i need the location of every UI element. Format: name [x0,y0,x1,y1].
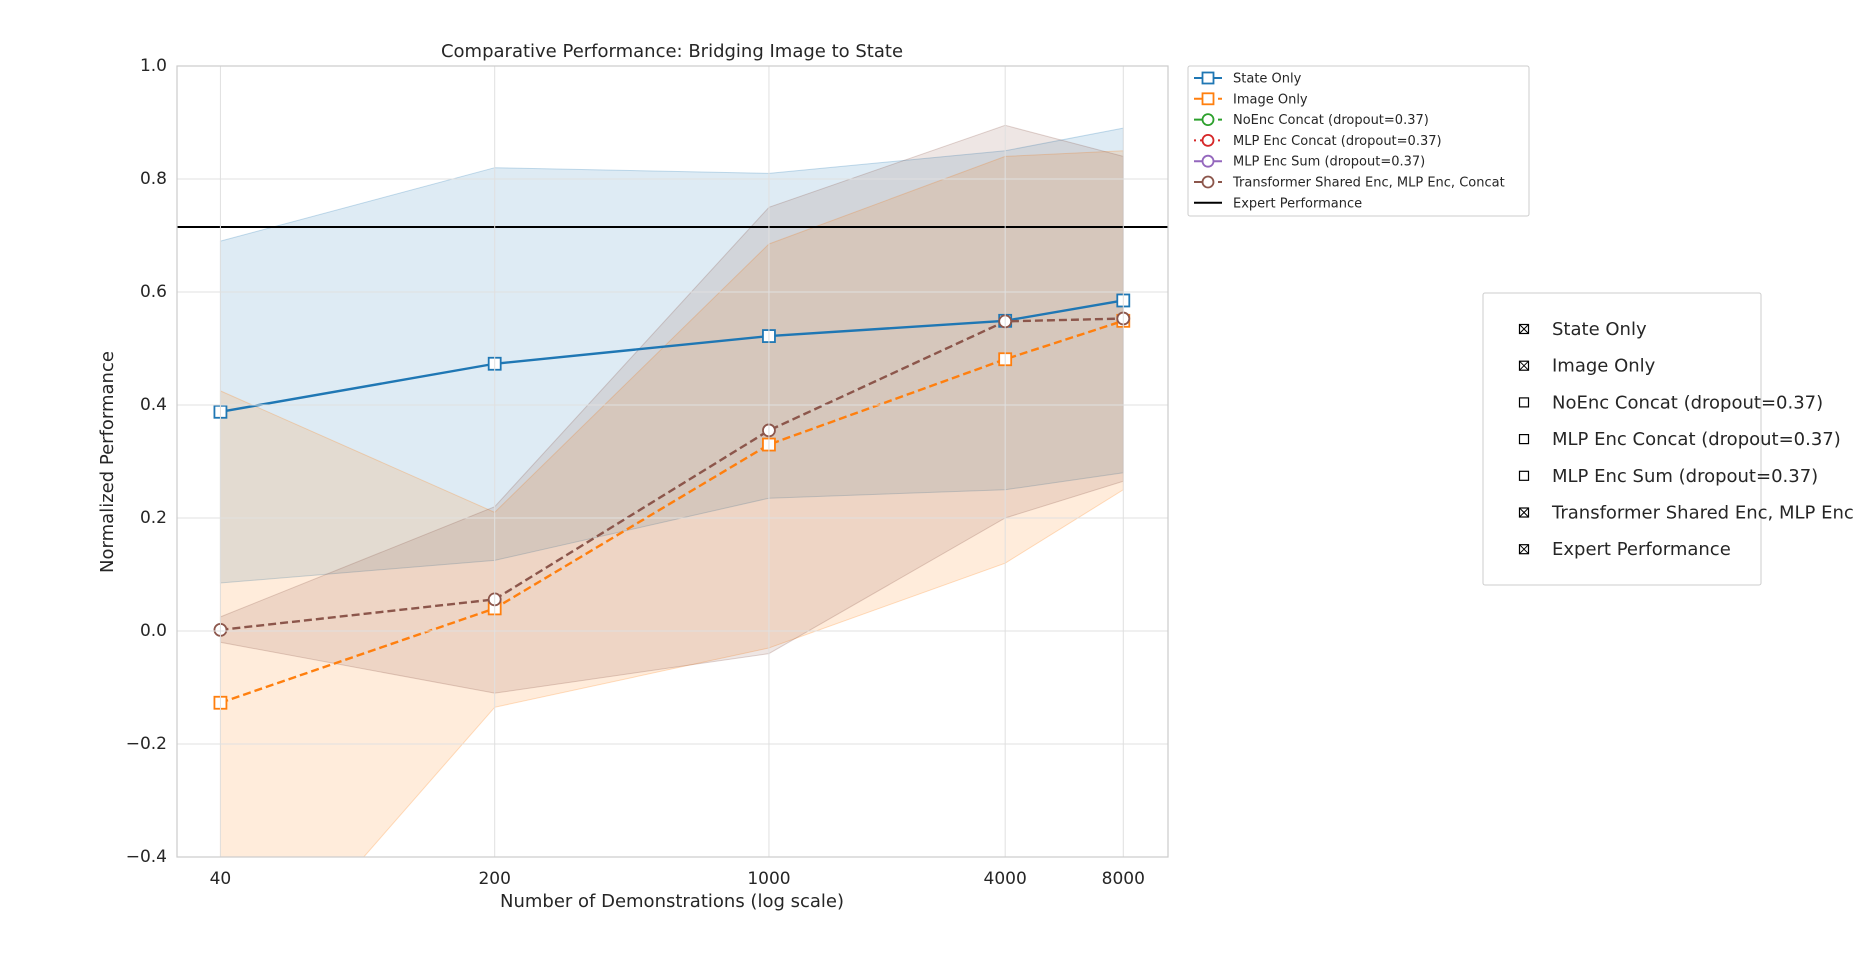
y-tick-label: 1.0 [140,56,167,76]
legend-marker-cross [1519,507,1529,518]
legend-label: Transformer Shared Enc, MLP Enc, Concat [1551,503,1854,524]
marker [1201,133,1215,147]
legend-box [1187,65,1530,217]
legend-marker-cross [1519,324,1529,334]
marker [1201,92,1215,106]
x-tick-label: 4000 [984,869,1027,889]
legend-marker [1518,397,1530,408]
legend-label: NoEnc Concat (dropout=0.37) [1552,392,1823,413]
y-tick-label: 0.0 [140,621,167,641]
marker [1201,113,1215,126]
plot-frame [176,65,1169,858]
legend-label: Expert Performance [1552,539,1731,560]
legend-box [1482,292,1762,586]
series-line [220,319,1124,704]
y-tick-label: −0.2 [126,734,167,754]
legend-label: MLP Enc Sum (dropout=0.37) [1552,466,1818,487]
legend-label: State Only [1233,72,1302,87]
x-tick-label: 1000 [747,869,790,889]
marker [1201,154,1215,168]
legend-label: Expert Performance [1233,196,1362,211]
marker [1201,175,1215,189]
y-tick-label: −0.4 [126,847,167,867]
legend-label: State Only [1552,319,1647,340]
legend-marker [1518,434,1530,445]
y-tick-label: 0.6 [140,282,167,302]
legend-label: MLP Enc Sum (dropout=0.37) [1233,155,1425,170]
legend-marker-cross [1519,544,1529,555]
legend-marker [1518,470,1530,481]
chart-title: Comparative Performance: Bridging Image … [441,41,903,62]
legend-label: Transformer Shared Enc, MLP Enc, Concat [1232,176,1505,191]
x-tick-label: 8000 [1102,869,1145,889]
series-line [220,317,1124,632]
y-axis-label: Normalized Performance [97,351,118,573]
legend-label: NoEnc Concat (dropout=0.37) [1233,113,1429,128]
legend-marker-cross [1519,360,1529,371]
x-tick-label: 200 [478,869,510,889]
y-tick-label: 0.2 [140,508,167,528]
y-tick-label: 0.8 [140,169,167,189]
legend-label: MLP Enc Concat (dropout=0.37) [1233,134,1442,149]
plot-area [177,124,1168,857]
y-tick-label: 0.4 [140,395,167,415]
legend-label: Image Only [1233,92,1308,107]
marker [1201,71,1215,85]
x-axis-label: Number of Demonstrations (log scale) [500,891,844,912]
legend-label: Image Only [1552,356,1656,377]
legend-label: MLP Enc Concat (dropout=0.37) [1552,429,1841,450]
x-tick-label: 40 [210,869,232,889]
